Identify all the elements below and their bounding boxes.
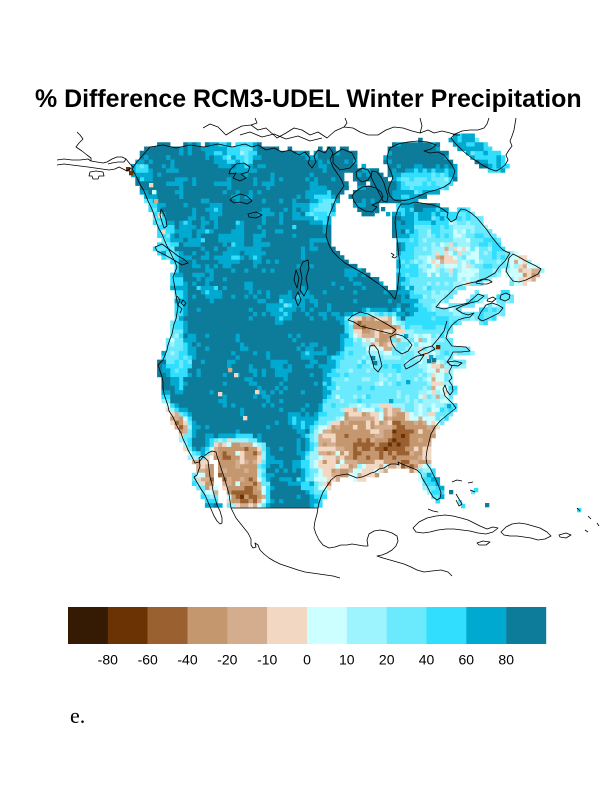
svg-text:-80: -80 bbox=[98, 652, 118, 668]
svg-text:-40: -40 bbox=[177, 652, 197, 668]
svg-text:0: 0 bbox=[303, 652, 311, 668]
svg-text:-10: -10 bbox=[257, 652, 277, 668]
svg-text:-20: -20 bbox=[217, 652, 237, 668]
svg-text:10: 10 bbox=[339, 652, 355, 668]
svg-text:40: 40 bbox=[419, 652, 435, 668]
svg-text:20: 20 bbox=[379, 652, 395, 668]
svg-text:-60: -60 bbox=[138, 652, 158, 668]
svg-text:80: 80 bbox=[498, 652, 514, 668]
svg-text:60: 60 bbox=[459, 652, 475, 668]
